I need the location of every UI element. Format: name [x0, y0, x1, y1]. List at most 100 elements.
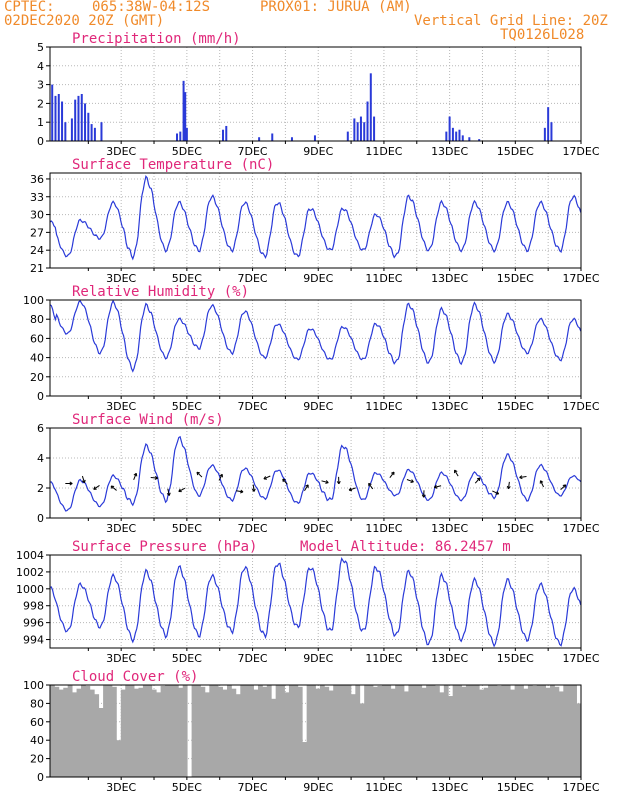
cloud-bar: [111, 686, 117, 777]
y-tick-label: 80: [30, 697, 44, 710]
cloud-bar: [58, 689, 64, 777]
panel-annotation: Model Altitude: 86.2457 m: [300, 539, 511, 555]
cloud-bar: [213, 685, 219, 777]
cloud-bar: [94, 694, 100, 777]
cloud-bar: [448, 696, 454, 777]
precip-bar: [54, 95, 57, 141]
header-model-code: TQ0126L028: [500, 27, 585, 43]
cloud-bar: [204, 692, 210, 777]
wind-arrow-head: [421, 494, 426, 498]
wind-arrow-head: [433, 484, 438, 489]
wind-arrow-head: [263, 476, 267, 480]
cloud-bar: [231, 688, 237, 777]
panel-title: Surface Wind (m/s): [72, 412, 224, 428]
cloud-bar: [337, 685, 343, 777]
precip-bar: [80, 94, 83, 141]
y-tick-label: 30: [30, 209, 44, 222]
cloud-bar: [470, 685, 476, 777]
cloud-bar: [120, 689, 126, 777]
x-tick-label: 11DEC: [365, 781, 402, 794]
cloud-bar: [443, 685, 449, 777]
wind-arrow-head: [166, 492, 171, 496]
y-tick-label: 3: [37, 79, 44, 92]
cloud-bar: [302, 742, 308, 777]
precip-bar: [176, 133, 179, 141]
x-tick-label: 13DEC: [431, 145, 468, 158]
wind-arrow-head: [391, 471, 395, 476]
x-tick-label: 3DEC: [106, 781, 136, 794]
cloud-bar: [386, 685, 392, 777]
cloud-bar: [284, 692, 290, 777]
cloud-bar: [350, 694, 356, 777]
precip-bar: [369, 73, 372, 141]
x-tick-label: 11DEC: [365, 400, 402, 413]
wind-arrow-head: [348, 487, 353, 492]
x-tick-label: 7DEC: [237, 400, 267, 413]
x-tick-label: 17DEC: [562, 652, 599, 665]
y-tick-label: 36: [30, 173, 44, 186]
cloud-bar: [541, 685, 546, 777]
cloud-bar: [200, 686, 206, 777]
x-tick-label: 15DEC: [497, 522, 534, 535]
precip-bar: [353, 118, 356, 141]
wind-arrow: [282, 478, 288, 485]
x-tick-label: 3DEC: [106, 272, 136, 285]
cloud-bar: [253, 689, 259, 777]
cloud-bar: [324, 686, 330, 777]
cloud-bar: [554, 686, 560, 777]
cloud-bar: [465, 685, 471, 777]
cloud-bar: [492, 685, 498, 777]
wind-arrow-head: [454, 469, 458, 474]
precip-bar: [448, 116, 451, 141]
cloud-bar: [280, 685, 285, 777]
wind-arrow-head: [519, 475, 523, 480]
cloud-bar: [408, 685, 414, 777]
wind-arrow: [540, 480, 545, 488]
cloud-bar: [439, 692, 445, 777]
cloud-bar: [563, 685, 569, 777]
wind-arrow-head: [476, 477, 481, 482]
cloud-bar: [421, 687, 427, 777]
cloud-bar: [178, 687, 184, 777]
wind-arrow-head: [506, 485, 511, 490]
precip-bar: [550, 122, 553, 141]
cloud-bar: [395, 685, 400, 777]
wind-arrow: [368, 483, 374, 490]
precip-bar: [346, 131, 349, 141]
cloud-bar: [249, 685, 254, 777]
wind-arrow: [321, 480, 329, 484]
wind-arrow-head: [368, 482, 372, 487]
precip-bar: [373, 116, 376, 141]
precip-bar: [70, 118, 73, 141]
x-tick-label: 7DEC: [237, 652, 267, 665]
x-tick-label: 13DEC: [431, 652, 468, 665]
cloud-bar: [333, 685, 339, 777]
precip-bar: [356, 122, 359, 141]
x-tick-label: 5DEC: [172, 652, 202, 665]
precip-bar: [445, 131, 448, 141]
wind-arrow: [110, 485, 117, 491]
y-tick-label: 40: [30, 352, 44, 365]
y-tick-label: 6: [37, 422, 44, 435]
cloud-bar: [434, 685, 440, 777]
plot-frame: [49, 299, 582, 397]
wind-arrow-head: [81, 479, 86, 484]
x-tick-label: 17DEC: [562, 145, 599, 158]
cloud-bar: [368, 685, 374, 777]
cloud-bar: [151, 689, 157, 777]
y-tick-label: 20: [30, 371, 44, 384]
cloud-bar: [54, 686, 60, 777]
cloud-bar: [461, 686, 467, 777]
y-tick-label: 1: [37, 116, 44, 129]
cloud-bar: [412, 685, 418, 777]
x-tick-label: 9DEC: [303, 781, 333, 794]
wind-arrow: [263, 475, 271, 480]
panel-6: Cloud Cover (%) 0 20 40 60 80 100 3DEC 5DEC 7DEC 9…: [23, 669, 600, 794]
cloud-bar: [488, 685, 493, 777]
precip-bar: [455, 131, 458, 141]
plot-frame: [49, 172, 582, 269]
header-coords: 065:38W-04:12S: [92, 0, 211, 15]
cloud-bar: [169, 685, 175, 777]
y-tick-label: 80: [30, 313, 44, 326]
cloud-bar: [510, 689, 516, 777]
